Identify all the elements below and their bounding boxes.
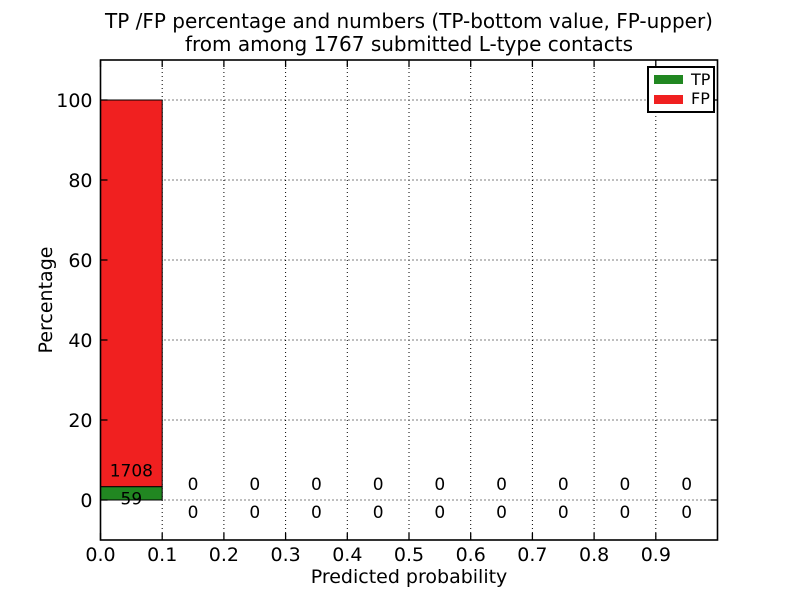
x-tick-label: 0.6 (456, 544, 486, 566)
annotation-tp-count: 0 (311, 503, 322, 523)
chart-title-line2: from among 1767 submitted L-type contact… (184, 32, 634, 56)
annotation-fp-count: 0 (496, 475, 507, 495)
x-tick-label: 0.4 (332, 544, 362, 566)
y-tick-label: 60 (68, 250, 92, 272)
annotation-fp-count: 0 (434, 475, 445, 495)
tp-legend-swatch (654, 75, 683, 85)
y-tick-label: 80 (68, 170, 92, 192)
x-tick-label: 0.8 (579, 544, 609, 566)
x-tick-label: 0.2 (209, 544, 239, 566)
annotation-tp-count: 0 (558, 503, 569, 523)
x-tick-label: 0.7 (517, 544, 547, 566)
plot-border (99, 59, 719, 541)
x-tick-label: 0.3 (270, 544, 300, 566)
annotation-tp-count: 0 (188, 503, 199, 523)
fp-legend-label: FP (691, 89, 710, 109)
annotation-tp-count: 0 (373, 503, 384, 523)
annotation-tp-count: 0 (496, 503, 507, 523)
annotation-fp-count: 0 (558, 475, 569, 495)
y-tick-label: 0 (80, 490, 92, 512)
annotation-tp-count: 0 (249, 503, 260, 523)
annotation-fp-count: 0 (249, 475, 260, 495)
annotation-fp-count: 1708 (110, 462, 153, 482)
annotation-tp-count: 59 (121, 490, 143, 510)
x-tick-label: 0.5 (394, 544, 424, 566)
bar-fp (100, 99, 163, 488)
annotation-fp-count: 0 (373, 475, 384, 495)
y-axis-label: Percentage (35, 246, 57, 354)
annotation-fp-count: 0 (681, 475, 692, 495)
y-tick-label: 40 (68, 330, 92, 352)
x-tick-label: 0.9 (641, 544, 671, 566)
annotation-tp-count: 0 (681, 503, 692, 523)
y-tick-label: 20 (68, 410, 92, 432)
annotation-fp-count: 0 (188, 475, 199, 495)
y-tick-label: 100 (56, 90, 92, 112)
chart-title: TP /FP percentage and numbers (TP-bottom… (105, 10, 713, 56)
legend-item-fp: FP (654, 89, 710, 109)
x-tick-label: 0.0 (85, 544, 115, 566)
annotation-tp-count: 0 (434, 503, 445, 523)
x-axis-label: Predicted probability (310, 566, 508, 588)
fp-legend-swatch (654, 94, 683, 104)
tp-legend-label: TP (691, 69, 711, 89)
legend: TP FP (647, 66, 715, 113)
annotation-tp-count: 0 (620, 503, 631, 523)
x-tick-label: 0.1 (147, 544, 177, 566)
annotation-fp-count: 0 (620, 475, 631, 495)
chart-title-line1: TP /FP percentage and numbers (TP-bottom… (105, 9, 713, 33)
annotation-fp-count: 0 (311, 475, 322, 495)
legend-item-tp: TP (654, 69, 711, 89)
